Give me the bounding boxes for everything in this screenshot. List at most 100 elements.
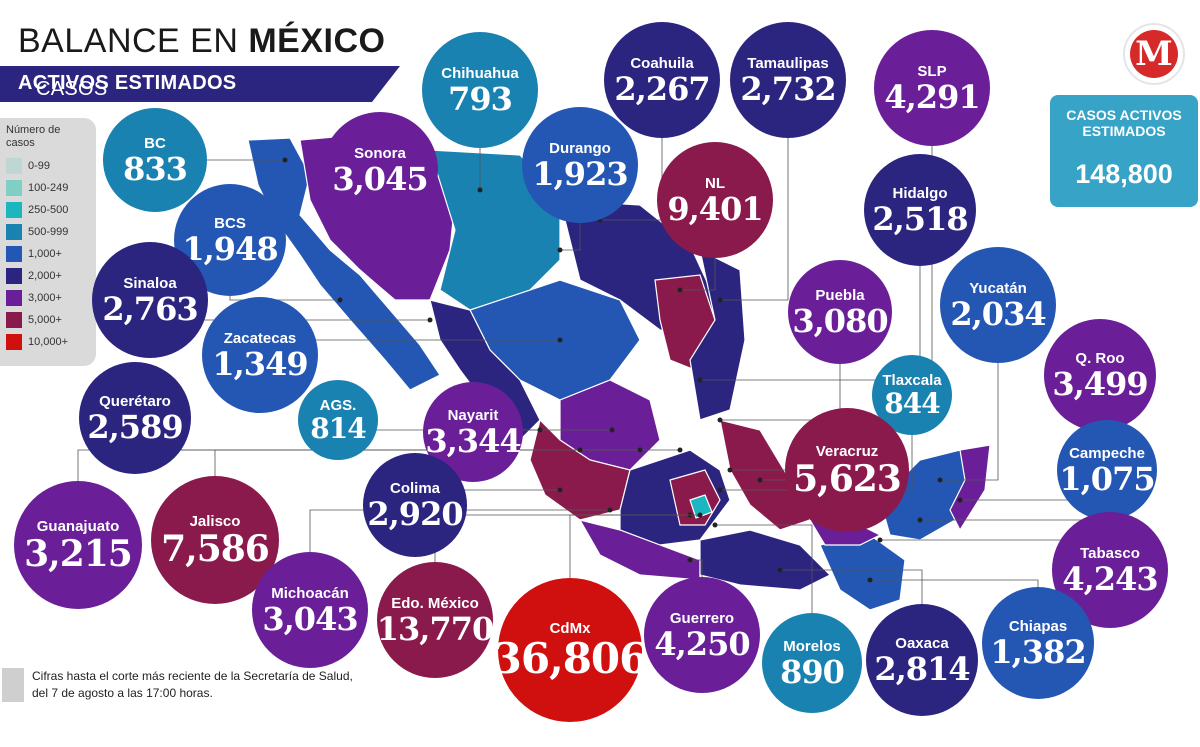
state-value: 814	[310, 411, 366, 445]
state-name: Puebla	[815, 286, 865, 304]
state-value: 2,763	[102, 289, 198, 328]
state-value: 2,518	[872, 199, 968, 238]
state-bubble-tamaulipas: Tamaulipas 2,732	[730, 22, 846, 138]
page-title: BALANCE EN MÉXICO	[18, 22, 385, 61]
state-bubble-tlaxcala: Tlaxcala 844	[872, 355, 952, 435]
legend-label: 100-249	[28, 182, 69, 194]
state-bubble-zacatecas: Zacatecas 1,349	[202, 297, 318, 413]
state-bubble-bcs: BCS 1,948	[174, 184, 286, 296]
state-value: 3,043	[262, 599, 358, 638]
state-bubble-nayarit: Nayarit 3,344	[423, 382, 523, 482]
state-value: 1,075	[1059, 459, 1155, 498]
leader-dot-oaxaca	[777, 567, 783, 573]
state-value: 13,770	[376, 609, 494, 648]
state-name: Chihuahua	[441, 64, 519, 82]
state-bubble-michoacan: Michoacán 3,043	[252, 552, 368, 668]
state-value: 7,586	[161, 527, 270, 570]
state-bubble-nl: NL 9,401	[657, 142, 773, 258]
subtitle-text: CASOS ACTIVOS ESTIMADOS	[18, 72, 236, 100]
legend-item: 250-500	[6, 200, 68, 220]
state-bubble-chiapas: Chiapas 1,382	[982, 587, 1094, 699]
leader-dot-nayarit	[537, 427, 543, 433]
state-name: NL	[705, 174, 725, 192]
state-bubble-coahuila: Coahuila 2,267	[604, 22, 720, 138]
state-value: 4,243	[1062, 559, 1158, 598]
brand-logo: M	[1125, 25, 1183, 83]
leader-line-yucatan	[940, 305, 999, 481]
state-value: 2,267	[614, 69, 710, 108]
legend-swatch	[6, 246, 22, 262]
leader-dot-zacatecas	[557, 337, 563, 343]
summary-box: CASOS ACTIVOS ESTIMADOS 148,800	[1050, 95, 1198, 207]
summary-label: CASOS ACTIVOS ESTIMADOS	[1066, 107, 1182, 139]
state-value: 2,034	[950, 294, 1046, 333]
legend-swatch	[6, 334, 22, 350]
legend-label: 0-99	[28, 160, 51, 172]
leader-dot-tlaxcala	[717, 487, 723, 493]
state-value: 844	[884, 386, 940, 420]
state-name: Yucatán	[969, 279, 1027, 297]
legend: Número de casos 0-99 100-249 250-500 500-99…	[0, 118, 96, 366]
title-bold: MÉXICO	[248, 22, 386, 60]
state-bubble-hidalgo: Hidalgo 2,518	[864, 154, 976, 266]
state-name: Veracruz	[815, 442, 879, 460]
leader-dot-colima	[557, 487, 563, 493]
state-value: 2,589	[87, 407, 183, 446]
leader-dot-chiapas	[867, 577, 873, 583]
state-bubble-sonora: Sonora 3,045	[322, 112, 438, 228]
state-value: 36,806	[492, 633, 649, 683]
legend-label: 250-500	[28, 204, 69, 216]
footnote: Cifras hasta el corte más reciente de la…	[32, 669, 353, 700]
state-value: 793	[448, 79, 513, 118]
state-name: Edo. México	[391, 594, 479, 612]
legend-item: 500-999	[6, 222, 68, 242]
state-name: Tamaulipas	[747, 54, 829, 72]
title-light: BALANCE EN	[18, 22, 249, 60]
state-value: 3,080	[792, 301, 888, 340]
state-bubble-campeche: Campeche 1,075	[1057, 420, 1157, 520]
state-value: 4,291	[884, 77, 980, 116]
legend-label: 1,000+	[28, 248, 62, 260]
chiapas-region	[819, 534, 906, 611]
state-bubble-cdmx: CdMx 36,806	[493, 578, 648, 722]
leader-dot-jalisco	[577, 447, 583, 453]
state-name: Guanajuato	[36, 517, 120, 535]
state-name: Nayarit	[447, 406, 499, 424]
state-bubble-ags: AGS. 814	[298, 380, 378, 460]
leader-dot-michoacan	[607, 507, 613, 513]
state-bubble-queretaro: Querétaro 2,589	[79, 362, 191, 474]
state-bubble-durango: Durango 1,923	[522, 107, 638, 223]
state-value: 890	[780, 652, 845, 691]
state-bubble-puebla: Puebla 3,080	[788, 260, 892, 364]
state-name: Sinaloa	[123, 274, 177, 292]
legend-item: 3,000+	[6, 288, 62, 308]
bc-region	[247, 137, 441, 391]
legend-swatch	[6, 290, 22, 306]
state-name: Oaxaca	[895, 634, 949, 652]
leader-dot-slp	[697, 377, 703, 383]
legend-item: 100-249	[6, 178, 68, 198]
leader-dot-qroo	[957, 497, 963, 503]
map-shapes	[247, 131, 991, 611]
legend-swatch	[6, 158, 22, 174]
leader-dot-morelos	[712, 522, 718, 528]
state-name: BC	[144, 134, 166, 152]
leader-dot-tamaulipas	[717, 297, 723, 303]
state-name: Morelos	[783, 637, 841, 655]
state-bubble-colima: Colima 2,920	[363, 453, 467, 557]
state-name: Tlaxcala	[882, 371, 942, 389]
oaxaca-region	[699, 529, 832, 591]
legend-item: 2,000+	[6, 266, 62, 286]
legend-item: 10,000+	[6, 332, 68, 352]
leader-dot-hidalgo	[717, 417, 723, 423]
state-value: 2,920	[367, 494, 463, 533]
state-bubble-veracruz: Veracruz 5,623	[785, 408, 909, 532]
state-name: Querétaro	[99, 392, 171, 410]
state-value: 9,401	[667, 189, 763, 228]
state-name: Coahuila	[630, 54, 694, 72]
state-name: Jalisco	[189, 512, 241, 530]
leader-dot-chihuahua	[477, 187, 483, 193]
legend-label: 2,000+	[28, 270, 62, 282]
state-value: 3,045	[332, 159, 428, 198]
